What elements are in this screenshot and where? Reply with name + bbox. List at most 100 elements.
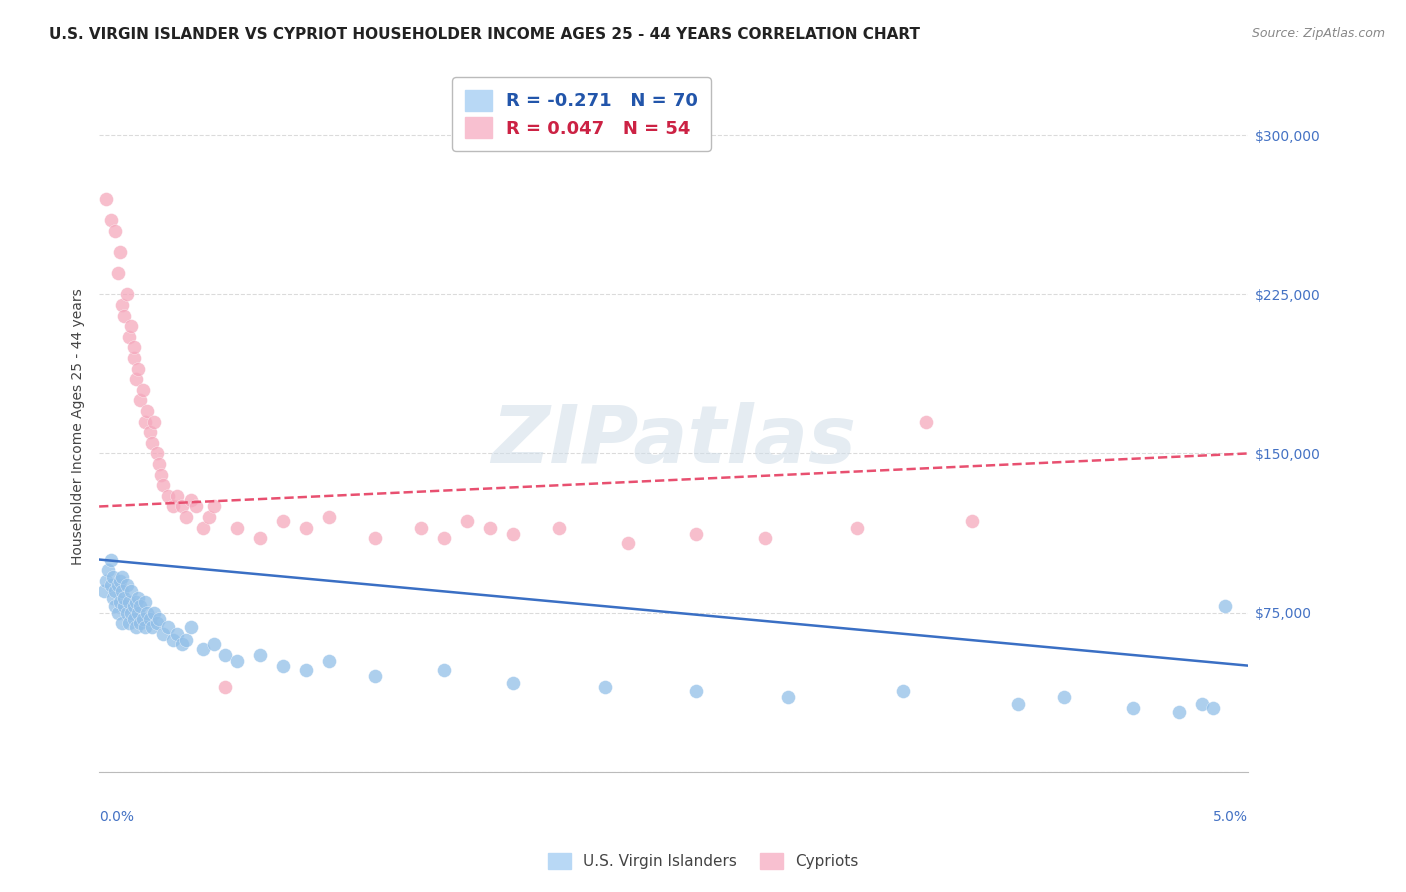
Point	[136, 404, 159, 418]
Point	[1191, 697, 1213, 711]
Point	[100, 213, 122, 227]
Point	[433, 663, 456, 677]
Point	[132, 383, 155, 397]
Point	[136, 606, 159, 620]
Point	[778, 690, 800, 705]
Point	[754, 531, 776, 545]
Point	[134, 415, 156, 429]
Point	[104, 584, 127, 599]
Point	[214, 680, 236, 694]
Point	[685, 527, 707, 541]
Point	[191, 641, 214, 656]
Point	[115, 578, 138, 592]
Text: Source: ZipAtlas.com: Source: ZipAtlas.com	[1251, 27, 1385, 40]
Point	[148, 457, 170, 471]
Point	[846, 521, 869, 535]
Text: 0.0%: 0.0%	[100, 810, 134, 823]
Text: U.S. VIRGIN ISLANDER VS CYPRIOT HOUSEHOLDER INCOME AGES 25 - 44 YEARS CORRELATIO: U.S. VIRGIN ISLANDER VS CYPRIOT HOUSEHOL…	[49, 27, 920, 42]
Point	[249, 531, 271, 545]
Point	[108, 244, 131, 259]
Point	[202, 637, 225, 651]
Point	[152, 478, 174, 492]
Point	[143, 606, 166, 620]
Point	[198, 510, 221, 524]
Point	[127, 606, 149, 620]
Point	[111, 298, 134, 312]
Point	[132, 612, 155, 626]
Point	[125, 372, 148, 386]
Point	[685, 684, 707, 698]
Point	[180, 493, 202, 508]
Point	[1202, 701, 1225, 715]
Point	[176, 510, 198, 524]
Point	[166, 627, 188, 641]
Point	[271, 658, 294, 673]
Point	[122, 351, 145, 365]
Point	[162, 633, 184, 648]
Point	[184, 500, 207, 514]
Point	[150, 467, 173, 482]
Point	[107, 578, 129, 592]
Point	[127, 361, 149, 376]
Point	[1168, 706, 1191, 720]
Point	[101, 591, 124, 605]
Y-axis label: Householder Income Ages 25 - 44 years: Householder Income Ages 25 - 44 years	[72, 288, 86, 566]
Point	[122, 612, 145, 626]
Point	[915, 415, 938, 429]
Point	[547, 521, 569, 535]
Point	[107, 266, 129, 280]
Text: ZIPatlas: ZIPatlas	[491, 401, 856, 480]
Point	[191, 521, 214, 535]
Point	[125, 620, 148, 634]
Point	[94, 574, 117, 588]
Point	[162, 500, 184, 514]
Point	[122, 599, 145, 614]
Point	[141, 435, 163, 450]
Point	[127, 591, 149, 605]
Point	[143, 415, 166, 429]
Point	[456, 514, 478, 528]
Point	[112, 591, 135, 605]
Point	[129, 393, 152, 408]
Text: 5.0%: 5.0%	[1213, 810, 1249, 823]
Point	[111, 616, 134, 631]
Point	[118, 595, 141, 609]
Point	[118, 330, 141, 344]
Point	[157, 620, 180, 634]
Point	[1007, 697, 1029, 711]
Point	[104, 599, 127, 614]
Point	[145, 446, 167, 460]
Point	[115, 287, 138, 301]
Point	[120, 584, 142, 599]
Point	[1053, 690, 1076, 705]
Point	[176, 633, 198, 648]
Point	[318, 510, 340, 524]
Point	[593, 680, 616, 694]
Point	[125, 595, 148, 609]
Point	[97, 563, 120, 577]
Point	[115, 606, 138, 620]
Point	[1213, 599, 1236, 614]
Point	[226, 521, 249, 535]
Point	[112, 309, 135, 323]
Point	[295, 521, 318, 535]
Point	[152, 627, 174, 641]
Point	[134, 620, 156, 634]
Point	[111, 584, 134, 599]
Point	[364, 531, 387, 545]
Point	[129, 599, 152, 614]
Point	[157, 489, 180, 503]
Point	[145, 616, 167, 631]
Point	[108, 574, 131, 588]
Point	[107, 606, 129, 620]
Point	[148, 612, 170, 626]
Point	[170, 500, 193, 514]
Point	[180, 620, 202, 634]
Point	[295, 663, 318, 677]
Point	[166, 489, 188, 503]
Point	[409, 521, 432, 535]
Legend: R = -0.271   N = 70, R = 0.047   N = 54: R = -0.271 N = 70, R = 0.047 N = 54	[453, 78, 711, 151]
Point	[318, 654, 340, 668]
Point	[120, 319, 142, 334]
Point	[111, 569, 134, 583]
